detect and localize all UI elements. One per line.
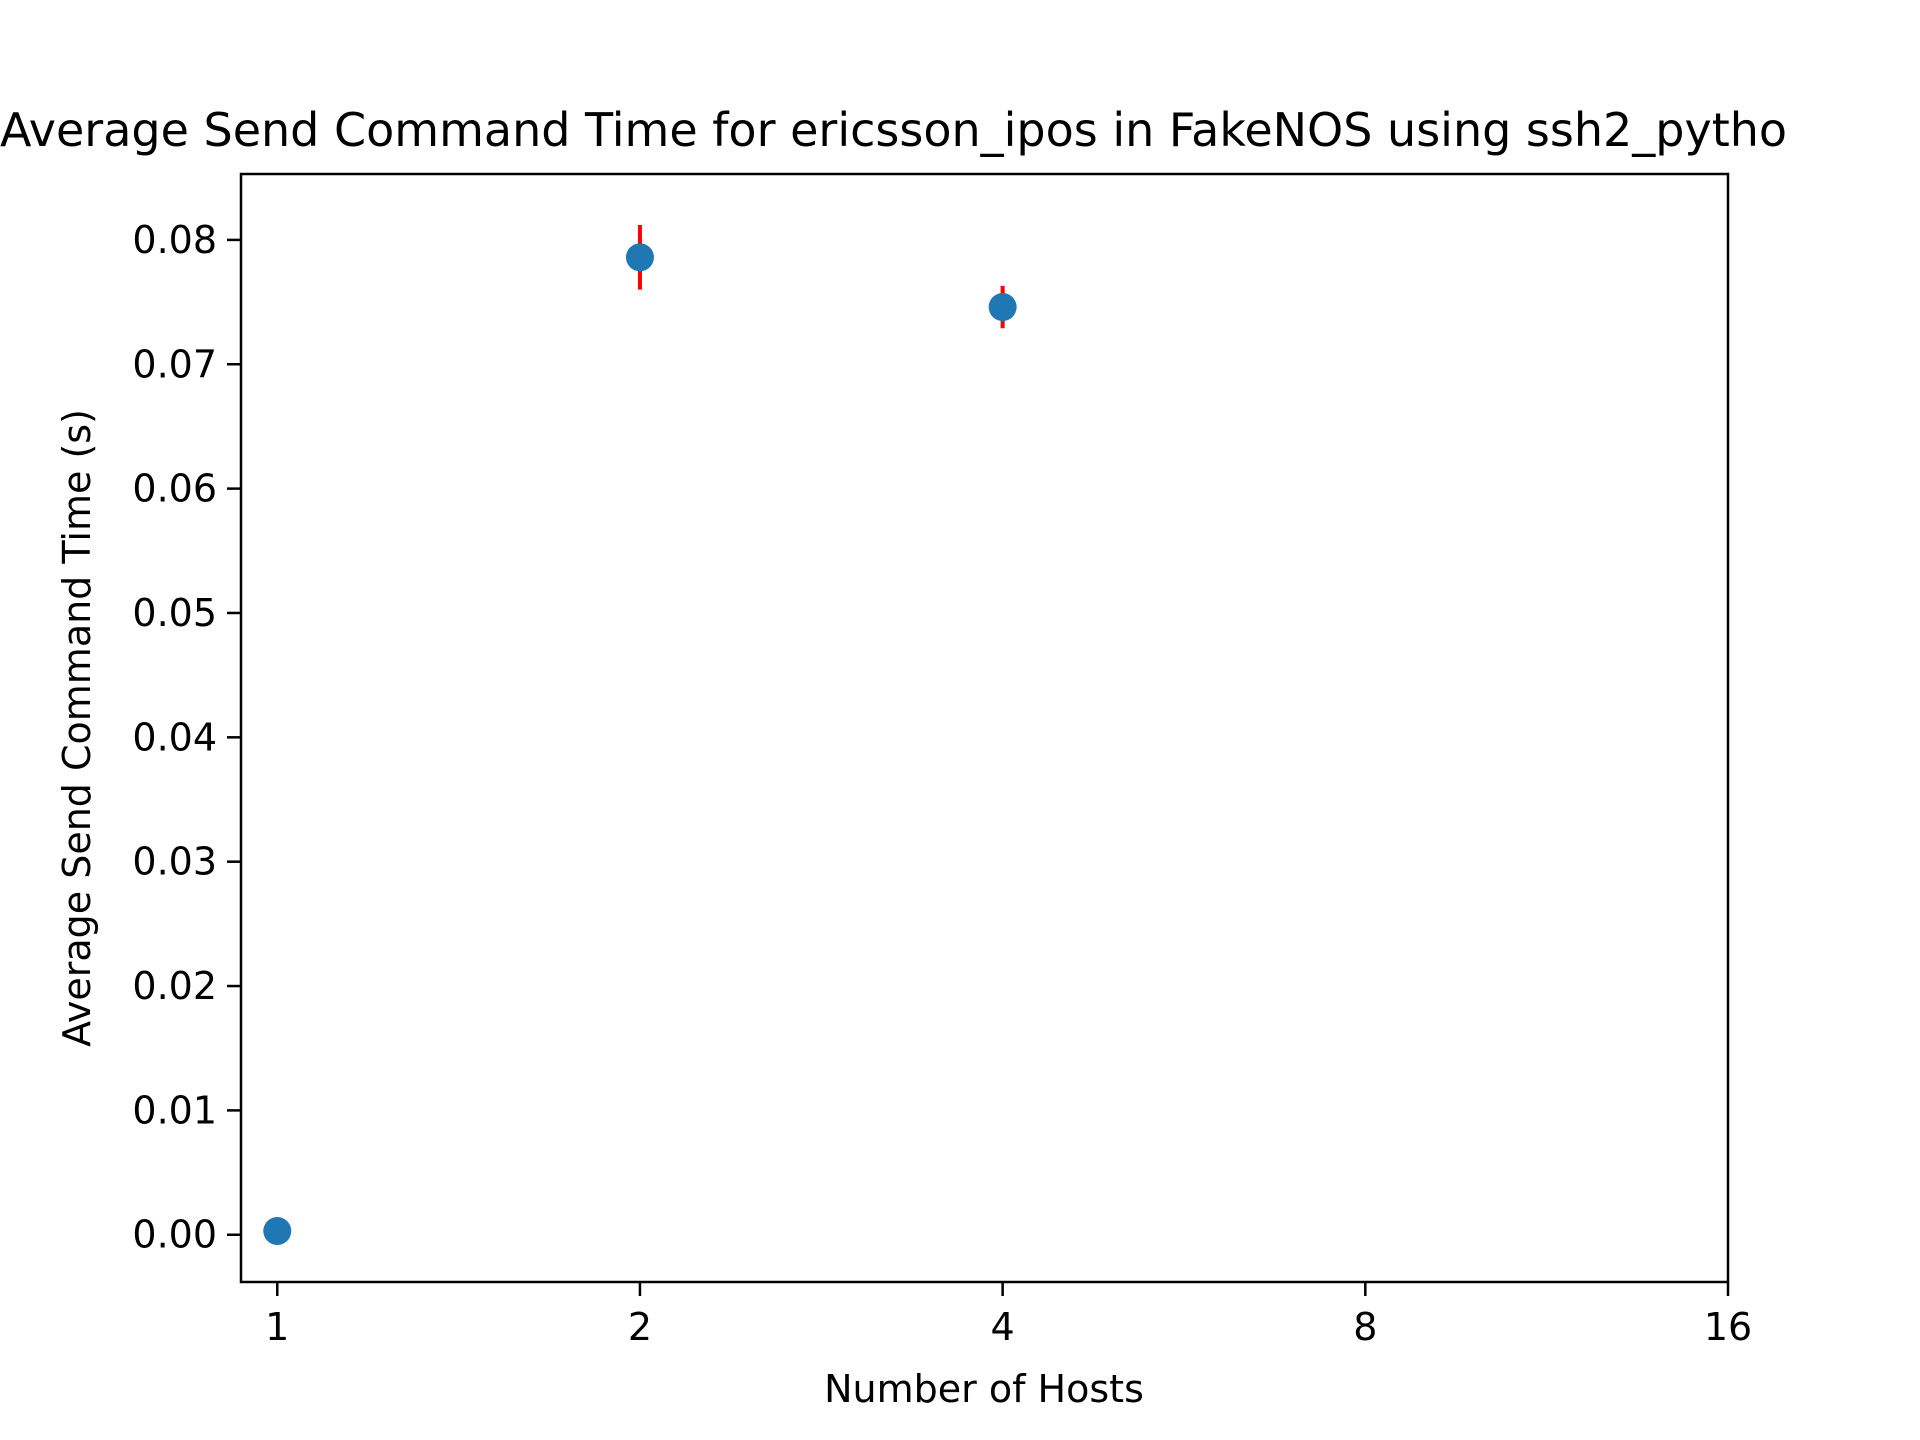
y-tick-label: 0.05 [132, 591, 217, 635]
y-tick-label: 0.02 [132, 964, 217, 1008]
plot-frame [239, 172, 1730, 1284]
data-point [263, 1217, 292, 1246]
y-tick-label: 0.07 [132, 342, 217, 386]
x-axis-ticks: 1 2 4 8 16 [265, 1282, 1752, 1349]
y-tick-label: 0.03 [132, 840, 217, 884]
x-tick-label: 8 [1353, 1305, 1377, 1349]
x-tick-label: 1 [265, 1305, 289, 1349]
y-tick-label: 0.04 [132, 715, 217, 759]
y-tick-label: 0.01 [132, 1088, 217, 1132]
data-point [988, 293, 1017, 322]
data-points [263, 243, 1017, 1246]
y-tick-label: 0.06 [132, 467, 217, 511]
x-tick-label: 16 [1704, 1305, 1752, 1349]
x-tick-label: 2 [628, 1305, 652, 1349]
x-tick-label: 4 [991, 1305, 1015, 1349]
x-axis-label: Number of Hosts [824, 1367, 1144, 1411]
chart-title: Average Send Command Time for ericsson_i… [0, 103, 1787, 157]
y-tick-label: 0.08 [132, 218, 217, 262]
y-tick-label: 0.00 [132, 1213, 217, 1257]
y-axis-label: Average Send Command Time (s) [55, 409, 99, 1047]
y-axis-ticks: 0.00 0.01 0.02 0.03 0.04 0.05 0.06 0.07 0.08 [132, 218, 241, 1257]
data-point [625, 243, 654, 272]
error-bars [637, 224, 1005, 329]
